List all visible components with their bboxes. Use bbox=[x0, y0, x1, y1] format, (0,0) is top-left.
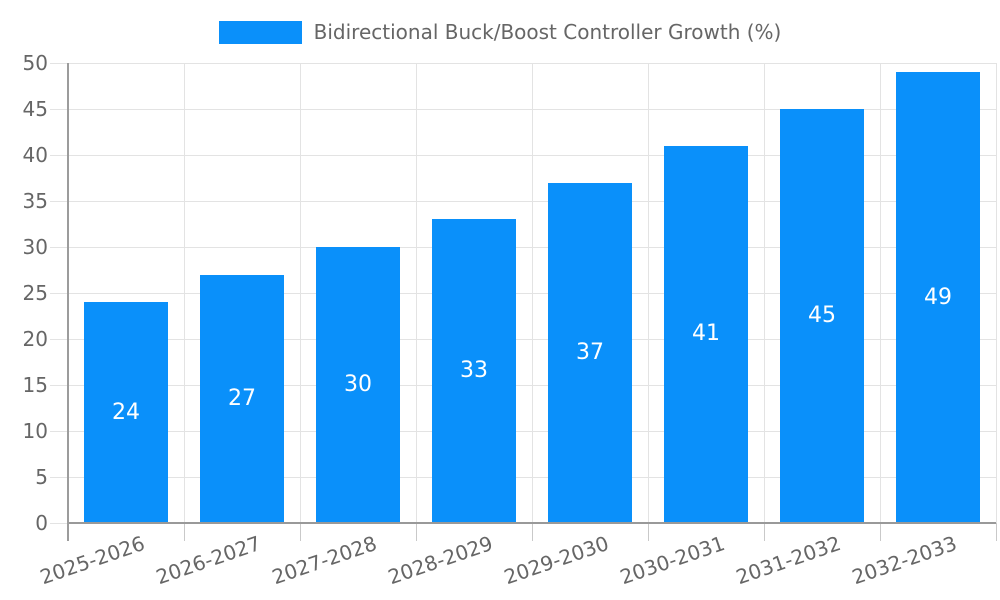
x-tick-label: 2031-2032 bbox=[732, 531, 844, 590]
vertical-gridline bbox=[531, 63, 533, 523]
y-tick-mark bbox=[50, 246, 68, 248]
chart-legend[interactable]: Bidirectional Buck/Boost Controller Grow… bbox=[0, 20, 1000, 44]
y-tick-mark bbox=[50, 522, 68, 524]
x-tick-mark bbox=[183, 523, 185, 541]
x-tick-label: 2027-2028 bbox=[268, 531, 380, 590]
bar-2028-2029[interactable]: 33 bbox=[432, 219, 516, 523]
bar-2030-2031[interactable]: 41 bbox=[664, 145, 748, 523]
bar-2027-2028[interactable]: 30 bbox=[316, 247, 400, 523]
bar-value-label: 49 bbox=[924, 284, 952, 310]
y-tick-mark bbox=[50, 154, 68, 156]
bar-value-label: 37 bbox=[576, 339, 604, 365]
bar-value-label: 30 bbox=[344, 372, 372, 397]
x-axis-labels: 2025-2026 2026-2027 2027-2028 2028-2029 2029… bbox=[37, 531, 996, 600]
y-tick-mark bbox=[50, 338, 68, 340]
x-tick-label: 2030-2031 bbox=[616, 531, 728, 590]
y-tick-mark bbox=[50, 200, 68, 202]
legend-swatch bbox=[218, 20, 302, 44]
y-tick-label: 30 bbox=[22, 235, 48, 259]
bar-2026-2027[interactable]: 27 bbox=[200, 274, 284, 523]
y-tick-label: 35 bbox=[22, 189, 48, 213]
bar-value-label: 27 bbox=[228, 385, 256, 411]
x-tick-label: 2028-2029 bbox=[384, 531, 496, 590]
y-tick-label: 20 bbox=[22, 327, 48, 351]
legend-label: Bidirectional Buck/Boost Controller Grow… bbox=[313, 20, 782, 44]
y-tick-label: 5 bbox=[35, 465, 48, 489]
y-tick-mark bbox=[50, 62, 68, 64]
bar-2032-2033[interactable]: 49 bbox=[896, 72, 980, 523]
y-tick-mark bbox=[50, 384, 68, 386]
bar-value-label: 33 bbox=[460, 358, 488, 384]
y-axis-line bbox=[67, 63, 69, 541]
vertical-gridline bbox=[995, 63, 997, 523]
y-tick-label: 40 bbox=[22, 143, 48, 167]
bar-value-label: 45 bbox=[808, 303, 836, 328]
x-tick-mark bbox=[299, 523, 301, 541]
y-tick-label: 45 bbox=[22, 97, 48, 121]
x-tick-label: 2025-2026 bbox=[36, 531, 148, 590]
vertical-gridline bbox=[299, 63, 301, 523]
y-tick-label: 0 bbox=[35, 511, 48, 535]
bar-value-label: 24 bbox=[112, 399, 140, 425]
x-tick-label: 2032-2033 bbox=[848, 531, 960, 590]
y-tick-label: 25 bbox=[22, 281, 48, 305]
x-tick-label: 2026-2027 bbox=[152, 531, 264, 590]
x-tick-mark bbox=[879, 523, 881, 541]
vertical-gridline bbox=[763, 63, 765, 523]
y-tick-mark bbox=[50, 430, 68, 432]
y-tick-mark bbox=[50, 108, 68, 110]
bar-2031-2032[interactable]: 45 bbox=[780, 109, 864, 523]
plot-area: 24 27 30 33 37 41 45 49 bbox=[50, 62, 997, 541]
y-tick-label: 50 bbox=[22, 51, 48, 75]
y-tick-mark bbox=[50, 292, 68, 294]
x-tick-label: 2029-2030 bbox=[500, 531, 612, 590]
x-axis-line bbox=[68, 522, 996, 524]
vertical-gridline bbox=[183, 63, 185, 523]
x-tick-mark bbox=[531, 523, 533, 541]
x-tick-mark bbox=[415, 523, 417, 541]
y-tick-label: 10 bbox=[22, 419, 48, 443]
vertical-gridline bbox=[647, 63, 649, 523]
x-tick-mark bbox=[995, 523, 997, 541]
bar-2025-2026[interactable]: 24 bbox=[84, 302, 168, 523]
vertical-gridline bbox=[879, 63, 881, 523]
x-tick-mark bbox=[763, 523, 765, 541]
vertical-gridline bbox=[415, 63, 417, 523]
bar-value-label: 41 bbox=[692, 321, 720, 347]
y-tick-mark bbox=[50, 476, 68, 478]
y-axis-labels: 0 5 10 15 20 25 30 35 40 45 50 bbox=[0, 51, 48, 535]
bar-2029-2030[interactable]: 37 bbox=[548, 182, 632, 523]
y-tick-label: 15 bbox=[22, 373, 48, 397]
x-tick-mark bbox=[647, 523, 649, 541]
